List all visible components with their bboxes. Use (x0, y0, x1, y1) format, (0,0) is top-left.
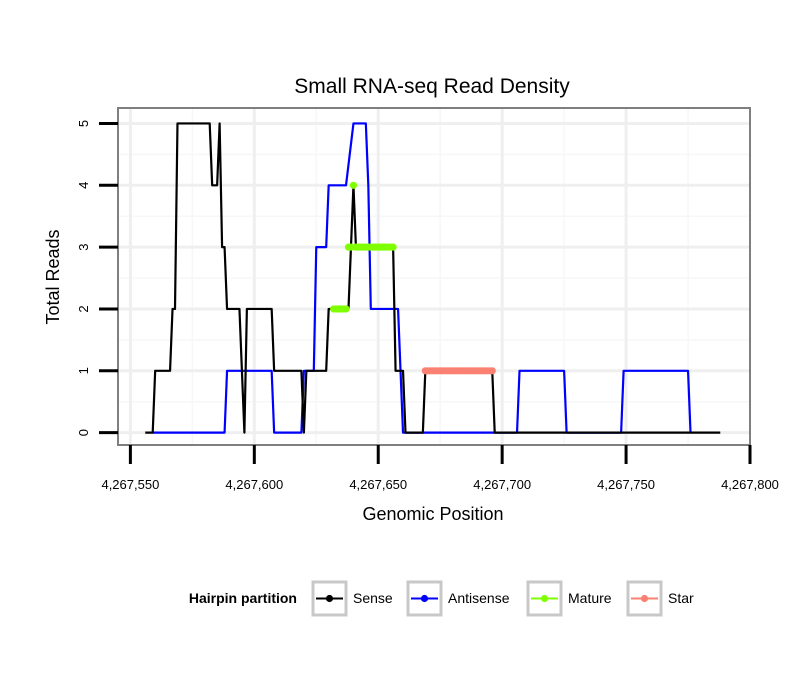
legend-key-point (420, 594, 429, 603)
x-axis: 4,267,550 4,267,600 4,267,650 4,267,700 4,26… (101, 445, 779, 492)
legend-item-antisense: Antisense (406, 580, 510, 617)
x-tick-label: 4,267,800 (721, 477, 779, 492)
series-layer (145, 122, 721, 434)
legend-key-point (640, 594, 649, 603)
mature-point (342, 305, 350, 313)
y-tick-label: 3 (76, 244, 91, 251)
legend-item-sense: Sense (311, 580, 393, 617)
plot-border (117, 107, 751, 446)
y-tick-label: 2 (76, 305, 91, 312)
x-axis-title: Genomic Position (362, 504, 503, 524)
mature-point (389, 243, 397, 251)
legend-title: Hairpin partition (189, 590, 297, 606)
x-tick-label: 4,267,550 (101, 477, 159, 492)
legend-item-star: Star (626, 580, 694, 617)
y-axis: 0 1 2 3 4 5 (76, 120, 118, 436)
y-tick-label: 1 (76, 367, 91, 374)
legend-key-point (540, 594, 549, 603)
series-line-sense (145, 122, 721, 434)
legend-item-mature: Mature (526, 580, 612, 617)
x-tick-label: 4,267,600 (225, 477, 283, 492)
y-tick-label: 0 (76, 429, 91, 436)
y-tick-label: 4 (76, 182, 91, 189)
chart-title: Small RNA-seq Read Density (294, 75, 570, 98)
plot-panel (118, 108, 750, 445)
legend-label-antisense: Antisense (448, 590, 510, 606)
x-tick-label: 4,267,650 (349, 477, 407, 492)
legend: Hairpin partition Sense Antisense Mature St… (189, 580, 694, 617)
mature-point (349, 181, 358, 189)
y-axis-title: Total Reads (43, 229, 63, 324)
series-line-antisense (152, 122, 692, 434)
legend-label-star: Star (668, 590, 694, 606)
x-tick-label: 4,267,700 (473, 477, 531, 492)
y-tick-label: 5 (76, 120, 91, 127)
x-tick-label: 4,267,750 (597, 477, 655, 492)
legend-key-point (325, 594, 334, 603)
star-point (488, 367, 496, 375)
legend-label-mature: Mature (568, 590, 612, 606)
mature-point (347, 243, 355, 251)
legend-label-sense: Sense (353, 590, 393, 606)
